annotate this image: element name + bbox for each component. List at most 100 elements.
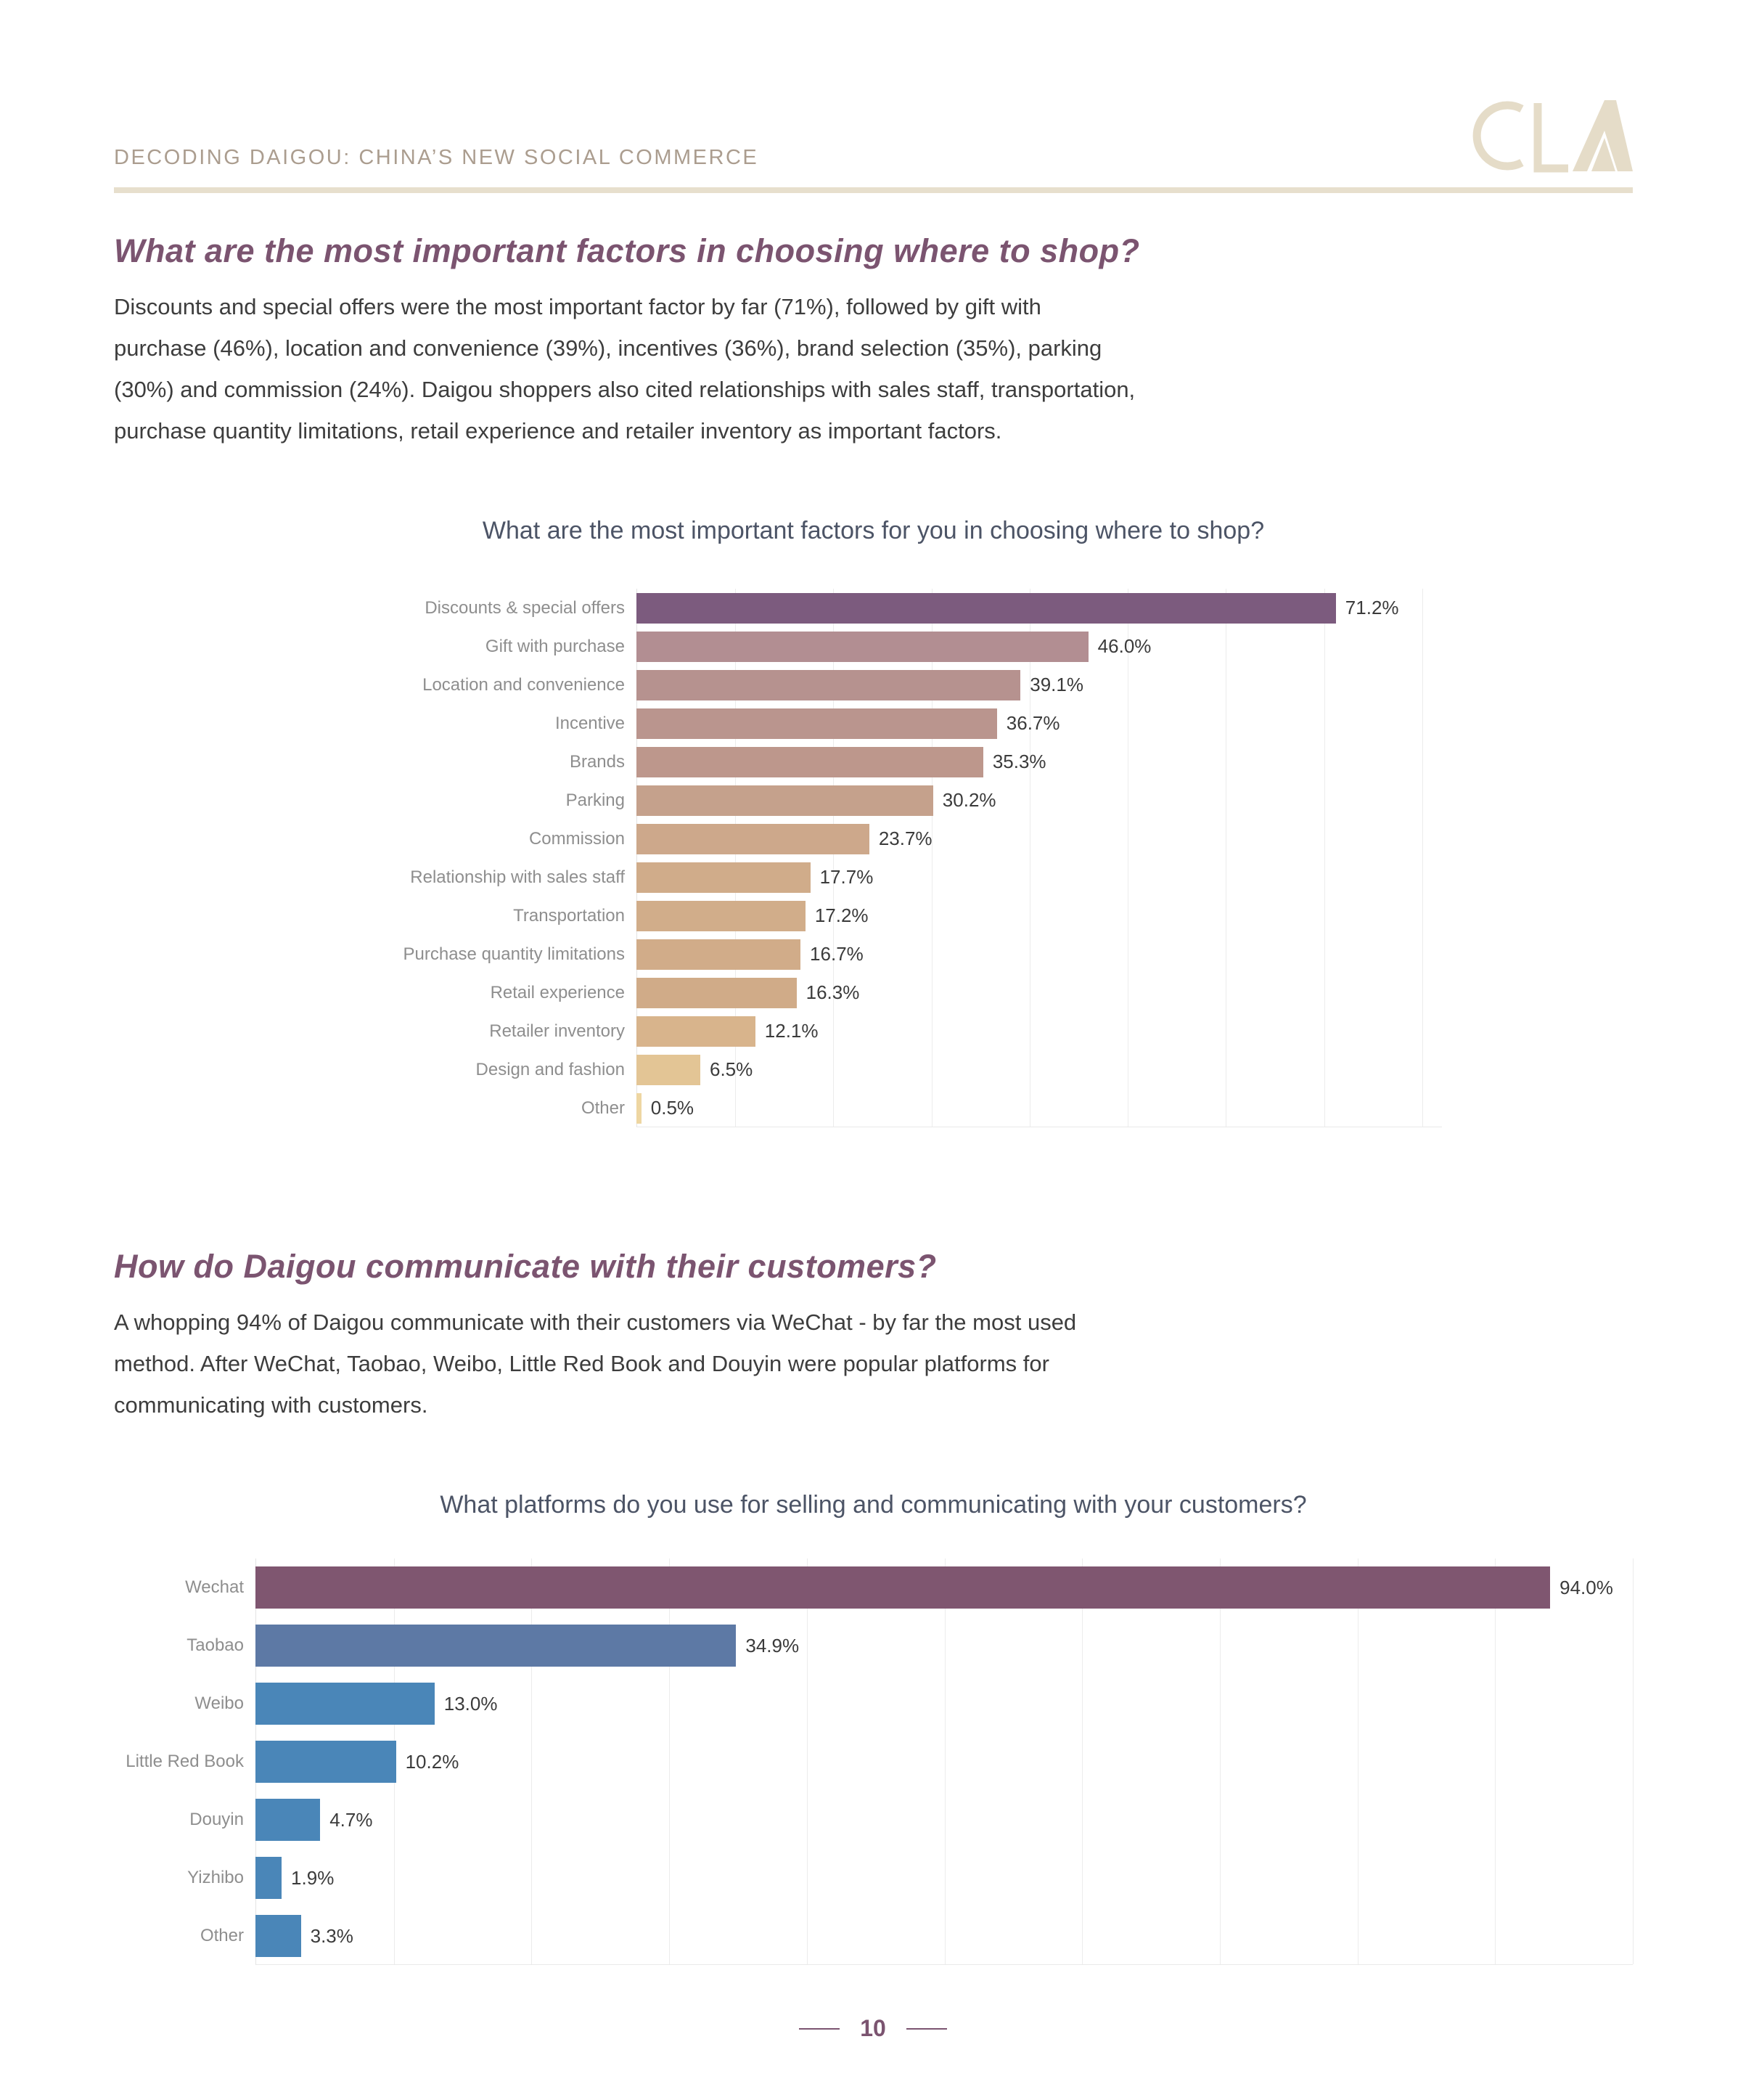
bar (636, 592, 1336, 624)
bar-track: 35.3% (636, 743, 1442, 781)
bar-track: 71.2% (636, 589, 1442, 627)
bar (255, 1741, 396, 1783)
value-label: 35.3% (992, 751, 1046, 772)
bar-track: 3.3% (255, 1907, 1633, 1965)
bar (255, 1915, 301, 1957)
section2-heading: How do Daigou communicate with their cus… (114, 1248, 937, 1285)
bar-track: 23.7% (636, 820, 1442, 858)
value-label: 94.0% (1559, 1576, 1613, 1598)
value-label: 16.7% (810, 943, 864, 965)
bar-row: Transportation 17.2% (332, 896, 1442, 935)
category-label: Transportation (513, 905, 625, 926)
category-label: Retail experience (490, 982, 625, 1002)
value-label: 4.7% (329, 1808, 373, 1831)
bar-row: Retailer inventory 12.1% (332, 1012, 1442, 1050)
category-label: Gift with purchase (485, 636, 625, 656)
section2-body: A whopping 94% of Daigou communicate wit… (114, 1310, 1077, 1418)
gridline (944, 1558, 946, 1964)
value-label: 39.1% (1030, 674, 1083, 695)
category-label: Taobao (187, 1635, 244, 1655)
gridline (1082, 1558, 1083, 1964)
bar-track: 36.7% (636, 704, 1442, 743)
gridline (931, 589, 933, 1127)
value-label: 34.9% (745, 1634, 800, 1656)
bar (636, 939, 801, 970)
bar-row: Location and convenience 39.1% (332, 666, 1442, 704)
section1-heading: What are the most important factors in c… (114, 232, 1140, 269)
bar-track: 17.2% (636, 896, 1442, 935)
value-label: 17.2% (814, 904, 869, 926)
bar-row: Yizhibo 1.9% (114, 1849, 1633, 1907)
factors-chart-title: What are the most important factors for … (482, 517, 1265, 544)
bar-row: Other 0.5% (332, 1089, 1442, 1127)
footer-right-dash (906, 2027, 947, 2030)
bar (636, 862, 811, 893)
gridline (1633, 1558, 1634, 1964)
bar-track: 46.0% (636, 627, 1442, 666)
bar (636, 631, 1089, 662)
bar (255, 1799, 321, 1841)
bar-row: Discounts & special offers 71.2% (332, 589, 1442, 627)
bar (636, 1054, 700, 1085)
bar (636, 669, 1021, 700)
header-divider (114, 187, 1633, 193)
bar-track: 0.5% (636, 1089, 1442, 1127)
bar (636, 900, 806, 931)
platforms-chart-title: What platforms do you use for selling an… (440, 1491, 1307, 1519)
value-label: 0.5% (650, 1097, 694, 1119)
value-label: 71.2% (1345, 597, 1399, 618)
value-label: 36.7% (1006, 712, 1060, 734)
bar-row: Incentive 36.7% (332, 704, 1442, 743)
bar-row: Purchase quantity limitations 16.7% (332, 935, 1442, 973)
gridline (669, 1558, 671, 1964)
bar-track: 34.9% (255, 1617, 1633, 1675)
value-label: 17.7% (819, 866, 874, 888)
chart-gridlines (636, 589, 1442, 1127)
value-label: 12.1% (764, 1020, 819, 1042)
value-label: 23.7% (878, 828, 933, 849)
category-label: Commission (528, 828, 625, 849)
bar (636, 977, 797, 1008)
category-label: Retailer inventory (489, 1021, 625, 1041)
bar-row: Design and fashion 6.5% (332, 1050, 1442, 1089)
value-label: 1.9% (291, 1866, 335, 1889)
gridline (735, 589, 737, 1127)
bar-track: 6.5% (636, 1050, 1442, 1089)
bar-row: Douyin 4.7% (114, 1791, 1633, 1849)
bar-row: Brands 35.3% (332, 743, 1442, 781)
bar-track: 17.7% (636, 858, 1442, 896)
factors-bar-chart: Discounts & special offers 71.2% Gift with… (332, 589, 1442, 1127)
report-title: DECODING DAIGOU: CHINA’S NEW SOCIAL COMM… (114, 146, 759, 169)
bar-row: Weibo 13.0% (114, 1675, 1633, 1733)
bar-row: Gift with purchase 46.0% (332, 627, 1442, 666)
value-label: 46.0% (1097, 635, 1152, 657)
bar-row: Taobao 34.9% (114, 1617, 1633, 1675)
category-label: Wechat (185, 1577, 244, 1597)
gridline (1219, 1558, 1221, 1964)
bar-track: 16.3% (636, 973, 1442, 1012)
bar-track: 30.2% (636, 781, 1442, 820)
bar (636, 708, 997, 739)
platforms-bar-chart: Wechat 94.0% Taobao 34.9% Weibo 13.0% Little R… (114, 1558, 1634, 1965)
bar-row: Parking 30.2% (332, 781, 1442, 820)
category-label: Parking (565, 790, 625, 810)
bar-row: Other 3.3% (114, 1907, 1633, 1965)
bar-track: 39.1% (636, 666, 1442, 704)
bar (636, 1016, 755, 1047)
value-label: 30.2% (942, 789, 996, 811)
gridline (1495, 1558, 1496, 1964)
category-label: Relationship with sales staff (410, 867, 625, 887)
gridline (833, 589, 835, 1127)
bar-row: Retail experience 16.3% (332, 973, 1442, 1012)
category-label: Douyin (189, 1810, 244, 1829)
category-label: Other (581, 1098, 625, 1118)
bar (636, 785, 933, 816)
category-label: Little Red Book (126, 1752, 244, 1771)
bar-track: 10.2% (255, 1733, 1633, 1791)
page-number: 10 (860, 2015, 886, 2041)
value-label: 6.5% (709, 1058, 753, 1080)
bar-row: Commission 23.7% (332, 820, 1442, 858)
cla-logo-icon (1472, 100, 1633, 173)
value-label: 13.0% (443, 1692, 498, 1715)
